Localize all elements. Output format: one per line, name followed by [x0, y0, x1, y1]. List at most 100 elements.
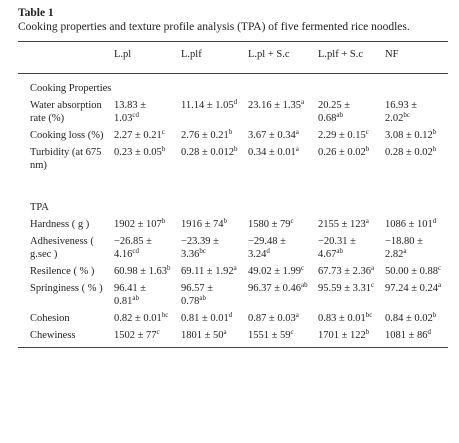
significance-letter: a: [223, 328, 227, 336]
value-text: −20.31 ± 4.67: [318, 236, 356, 260]
value-text: 49.02 ± 1.99: [248, 266, 302, 277]
value-text: 16.93 ± 2.02: [385, 100, 418, 124]
significance-letter: b: [234, 145, 238, 153]
value-text: 1580 ± 79: [248, 219, 291, 230]
significance-letter: ab: [336, 111, 343, 119]
significance-letter: a: [301, 98, 305, 106]
significance-letter: b: [432, 145, 437, 153]
value-cell: 1502 ± 77c: [110, 328, 177, 348]
value-text: 1916 ± 74: [181, 219, 224, 230]
document: Table 1 Cooking properties and texture p…: [18, 7, 448, 348]
value-cell: 0.87 ± 0.03a: [244, 311, 314, 328]
value-cell: 0.28 ± 0.02b: [381, 145, 448, 175]
value-cell: 16.93 ± 2.02bc: [381, 98, 448, 128]
value-text: 50.00 ± 0.88: [385, 266, 439, 277]
significance-letter: c: [371, 281, 375, 289]
header-row: L.pl L.plf L.pl + S.c L.plf + S.c NF: [18, 41, 448, 74]
header-cell: [18, 41, 110, 74]
value-text: 0.34 ± 0.01: [248, 147, 296, 158]
data-row: Cohesion 0.82 ± 0.01bc 0.81 ± 0.01d 0.87 ± …: [18, 311, 448, 328]
significance-letter: c: [365, 128, 369, 136]
significance-letter: a: [365, 217, 369, 225]
value-text: 0.84 ± 0.02: [385, 313, 433, 324]
significance-letter: a: [233, 264, 237, 272]
row-label: Hardness ( g ): [30, 219, 90, 230]
significance-letter: c: [161, 128, 165, 136]
value-cell: 0.28 ± 0.012b: [177, 145, 244, 175]
value-cell: 2.27 ± 0.21c: [110, 128, 177, 145]
significance-letter: ab: [336, 247, 343, 255]
table-body: Cooking Properties Water absorption rate …: [18, 74, 448, 348]
value-text: 13.83 ± 1.03: [114, 100, 147, 124]
value-cell: 95.59 ± 3.31c: [314, 281, 381, 311]
value-cell: 96.37 ± 0.46ab: [244, 281, 314, 311]
value-text: 0.28 ± 0.012: [181, 147, 235, 158]
value-cell: −26.85 ± 4.16cd: [110, 234, 177, 264]
significance-letter: b: [161, 217, 166, 225]
value-text: −26.85 ± 4.16: [114, 236, 152, 260]
value-text: 11.14 ± 1.05: [181, 100, 234, 111]
section-title: Cooking Properties: [30, 83, 112, 94]
value-text: 0.23 ± 0.05: [114, 147, 162, 158]
significance-letter: cd: [132, 111, 139, 119]
value-text: −18.80 ± 2.82: [385, 236, 423, 260]
value-text: 23.16 ± 1.35: [248, 100, 302, 111]
significance-letter: cd: [132, 247, 139, 255]
value-cell: 0.23 ± 0.05b: [110, 145, 177, 175]
value-text: 96.57 ± 0.78: [181, 283, 214, 307]
significance-letter: b: [365, 145, 370, 153]
value-cell: 23.16 ± 1.35a: [244, 98, 314, 128]
section-title: TPA: [30, 202, 49, 213]
significance-letter: b: [432, 128, 437, 136]
row-label: Cohesion: [30, 313, 70, 324]
spacer-cell: [18, 175, 448, 193]
value-cell: 1902 ± 107b: [110, 217, 177, 234]
value-cell: 0.26 ± 0.02b: [314, 145, 381, 175]
data-row: Chewiness 1502 ± 77c 1801 ± 50a 1551 ± 59c 1…: [18, 328, 448, 348]
value-text: 95.59 ± 3.31: [318, 283, 372, 294]
significance-letter: a: [295, 128, 299, 136]
value-text: 2.27 ± 0.21: [114, 130, 162, 141]
data-row: Adhesiveness ( g.sec ) −26.85 ± 4.16cd −23…: [18, 234, 448, 264]
significance-letter: c: [290, 328, 294, 336]
significance-letter: ab: [199, 294, 206, 302]
significance-letter: a: [403, 247, 407, 255]
value-cell: 50.00 ± 0.88c: [381, 264, 448, 281]
data-row: Hardness ( g ) 1902 ± 107b 1916 ± 74 b 1580 …: [18, 217, 448, 234]
value-cell: −23.39 ± 3.36bc: [177, 234, 244, 264]
column-header: NF: [381, 41, 448, 74]
spacer-row: [18, 175, 448, 193]
value-text: 97.24 ± 0.24: [385, 283, 439, 294]
value-text: 96.41 ± 0.81: [114, 283, 147, 307]
value-cell: 20.25 ± 0.68ab: [314, 98, 381, 128]
row-label: Chewiness: [18, 328, 110, 348]
value-cell: 2.29 ± 0.15c: [314, 128, 381, 145]
data-row: Cooking loss (%) 2.27 ± 0.21c 2.76 ± 0.21b…: [18, 128, 448, 145]
significance-letter: b: [365, 328, 370, 336]
value-text: 1902 ± 107: [114, 219, 162, 230]
value-cell: 3.67 ± 0.34a: [244, 128, 314, 145]
value-cell: 2155 ± 123a: [314, 217, 381, 234]
value-cell: −20.31 ± 4.67ab: [314, 234, 381, 264]
value-text: 60.98 ± 1.63: [114, 266, 168, 277]
significance-letter: bc: [199, 247, 206, 255]
significance-letter: b: [167, 264, 171, 272]
data-row: Resilence ( % ) 60.98 ± 1.63b 69.11 ± 1.92…: [18, 264, 448, 281]
significance-letter: a: [438, 281, 442, 289]
significance-letter: bc: [403, 111, 410, 119]
value-cell: 2.76 ± 0.21b: [177, 128, 244, 145]
row-label: Adhesiveness ( g.sec ): [30, 236, 94, 260]
value-cell: 0.82 ± 0.01bc: [110, 311, 177, 328]
value-text: 1701 ± 122: [318, 330, 366, 341]
value-cell: 13.83 ± 1.03cd: [110, 98, 177, 128]
significance-letter: a: [371, 264, 375, 272]
significance-letter: b: [161, 145, 166, 153]
value-cell: 69.11 ± 1.92a: [177, 264, 244, 281]
value-cell: 1801 ± 50a: [177, 328, 244, 348]
row-label: Springiness ( % ): [30, 283, 103, 294]
row-label: Turbidity (at 675 nm): [30, 147, 102, 171]
row-label: Cooking loss (%): [30, 130, 104, 141]
table-title: Table 1: [18, 7, 54, 19]
significance-letter: d: [233, 98, 238, 106]
